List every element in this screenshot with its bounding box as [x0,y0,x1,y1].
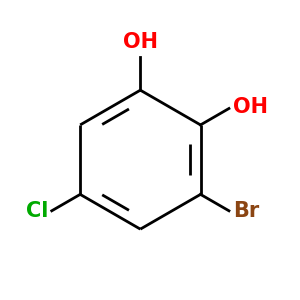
Text: OH: OH [233,97,268,117]
Text: Br: Br [233,201,259,221]
Text: OH: OH [123,32,158,52]
Text: Cl: Cl [26,201,48,221]
